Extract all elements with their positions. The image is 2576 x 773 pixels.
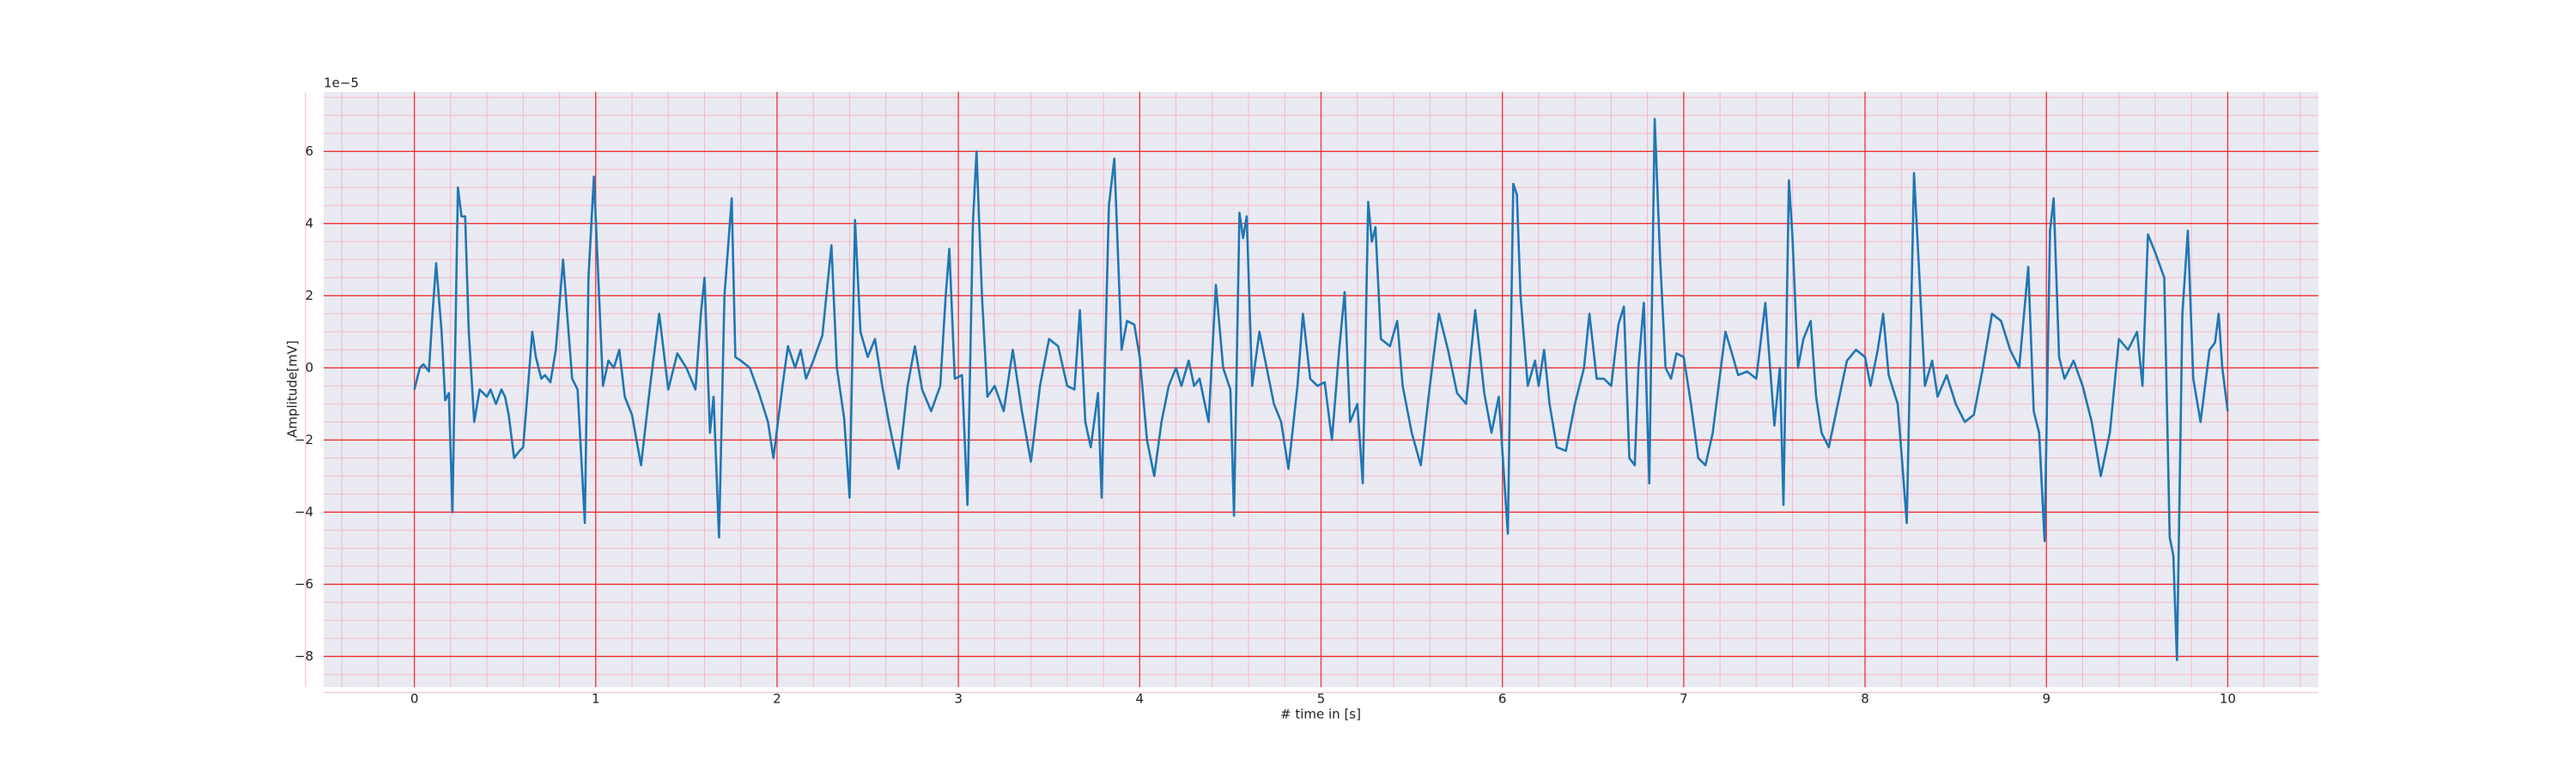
signal-line	[413, 118, 2229, 661]
x-tick-label: 6	[1498, 691, 1507, 707]
y-tick-label: −8	[295, 648, 313, 664]
x-tick-label: 7	[1680, 691, 1688, 707]
x-tick-label: 1	[592, 691, 600, 707]
y-tick-label: −2	[295, 432, 313, 447]
y-tick-label: −4	[295, 504, 313, 520]
y-axis-label: Amplitude[mV]	[285, 340, 301, 437]
y-tick-label: 4	[305, 216, 313, 231]
x-tick-label: 2	[773, 691, 781, 707]
x-tick-label: 5	[1317, 691, 1326, 707]
y-tick-label: 2	[305, 288, 313, 303]
y-tick-label: −6	[295, 576, 313, 592]
x-axis-label: # time in [s]	[1280, 707, 1361, 722]
x-tick-label: 0	[410, 691, 419, 707]
x-tick-label: 3	[954, 691, 963, 707]
y-offset-label: 1e−5	[324, 76, 359, 91]
x-tick-label: 8	[1861, 691, 1869, 707]
x-tick-label: 9	[2042, 691, 2050, 707]
plot-area	[305, 92, 2318, 693]
y-tick-label: 6	[305, 143, 313, 159]
y-tick-label: 0	[305, 360, 313, 375]
x-tick-label: 4	[1136, 691, 1145, 707]
x-tick-label: 10	[2220, 691, 2236, 707]
